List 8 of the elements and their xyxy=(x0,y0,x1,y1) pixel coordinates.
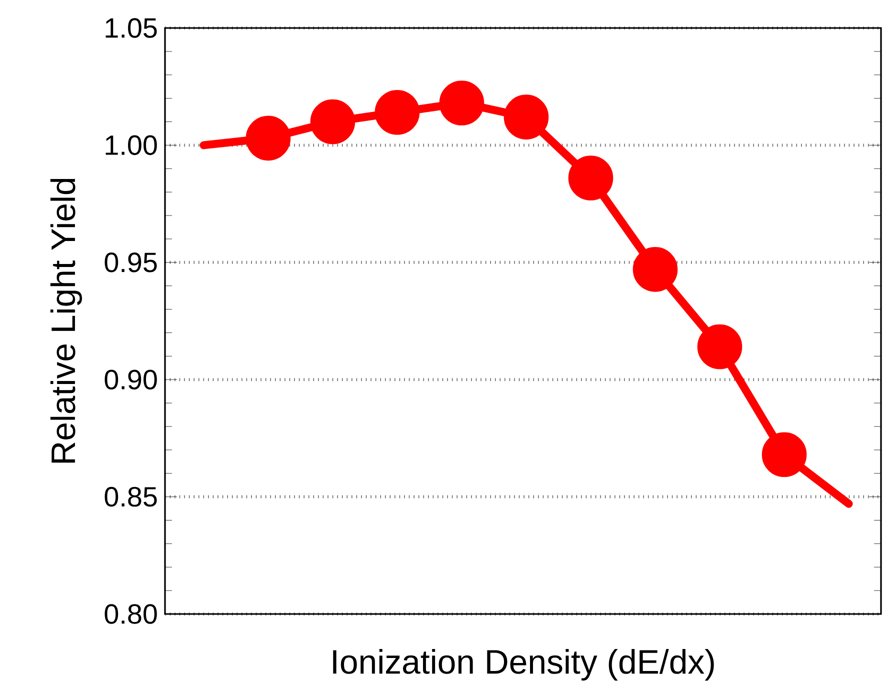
x-axis-title: Ionization Density (dE/dx) xyxy=(333,649,714,681)
y-axis-title: Relative Light Yield xyxy=(50,178,82,463)
y-tick-label: 1.05 xyxy=(106,18,157,38)
y-tick-label: 1.00 xyxy=(106,135,157,156)
y-tick-label: 0.90 xyxy=(104,370,157,390)
y-tick-label: 0.95 xyxy=(104,252,157,272)
y-tick-label: 0.85 xyxy=(104,486,157,507)
y-tick-label: 0.80 xyxy=(104,604,157,624)
